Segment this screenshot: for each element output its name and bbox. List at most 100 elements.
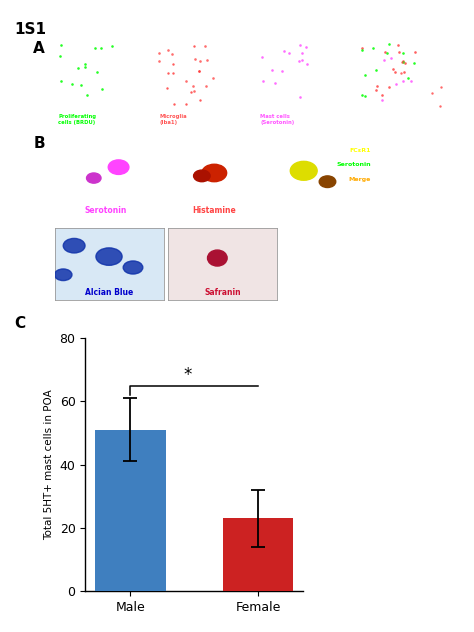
Point [396,47,403,57]
Point [400,56,407,66]
Point [187,87,194,97]
Circle shape [108,160,129,174]
Circle shape [123,261,143,274]
Point [155,56,163,66]
Point [203,54,211,64]
Point [436,100,444,111]
Text: B: B [33,136,45,151]
Point [401,58,409,68]
Point [400,76,407,87]
Text: Merge: Merge [348,176,371,181]
Point [78,80,85,90]
Point [285,48,293,58]
Point [169,68,177,78]
Point [258,52,265,62]
Text: 50 μm: 50 μm [430,113,443,117]
Point [197,95,204,106]
Point [400,67,408,77]
Text: Alcian Blue: Alcian Blue [85,288,133,297]
Point [195,66,203,76]
Point [57,76,64,86]
Point [391,68,399,78]
Point [378,95,386,105]
Ellipse shape [208,250,227,266]
Point [68,79,75,89]
Point [170,99,178,109]
Point [74,63,82,73]
Text: C: C [14,316,25,331]
Point [303,42,310,52]
Point [268,66,276,76]
Text: Histamine: Histamine [192,206,236,215]
Point [155,48,163,58]
Point [400,48,407,58]
Point [358,45,365,55]
Point [385,82,393,92]
Point [191,85,198,95]
Point [372,85,379,95]
Point [191,54,199,64]
Point [168,49,176,59]
Circle shape [63,238,85,253]
Point [271,78,278,88]
Point [94,67,101,77]
Point [56,51,64,61]
Point [358,90,366,100]
Point [169,59,176,69]
Point [108,42,116,52]
Point [190,81,197,91]
Point [182,99,190,109]
Point [404,73,412,83]
Point [83,90,91,100]
Point [392,79,400,89]
Point [81,62,89,72]
Point [437,82,444,92]
Text: A: A [33,41,45,56]
Point [164,68,172,78]
Bar [223,518,293,591]
Point [164,83,171,94]
Point [303,59,311,69]
Point [201,40,209,51]
Text: *: * [184,366,192,384]
Point [410,58,418,68]
Text: 50 μm: 50 μm [75,202,91,207]
Point [278,66,285,76]
Circle shape [193,170,210,182]
Point [386,39,393,49]
Text: 1S1: 1S1 [14,22,46,37]
Point [98,84,106,94]
Circle shape [290,161,317,180]
Point [372,65,379,75]
Point [359,43,366,53]
Point [296,40,304,50]
Point [407,76,415,86]
Point [379,90,386,100]
Bar [95,430,165,591]
Text: Serotonin: Serotonin [85,206,128,215]
Point [369,43,377,53]
Circle shape [96,248,122,265]
Text: Mast cells
(Serotonin): Mast cells (Serotonin) [260,114,294,125]
Point [195,66,203,76]
Point [280,46,288,56]
Point [387,52,395,63]
Point [202,81,210,91]
Point [57,40,64,51]
Point [411,47,419,57]
Circle shape [202,164,227,181]
Point [373,81,380,91]
Point [259,76,266,86]
Point [362,70,369,80]
Point [398,57,405,67]
Point [295,56,303,66]
Circle shape [87,173,101,183]
Point [164,45,172,55]
Text: Serotonin: Serotonin [336,162,371,167]
Point [298,48,306,58]
Circle shape [55,269,72,281]
Text: Merge: Merge [361,119,380,125]
Point [182,75,190,85]
Point [91,42,99,52]
Point [191,40,198,51]
